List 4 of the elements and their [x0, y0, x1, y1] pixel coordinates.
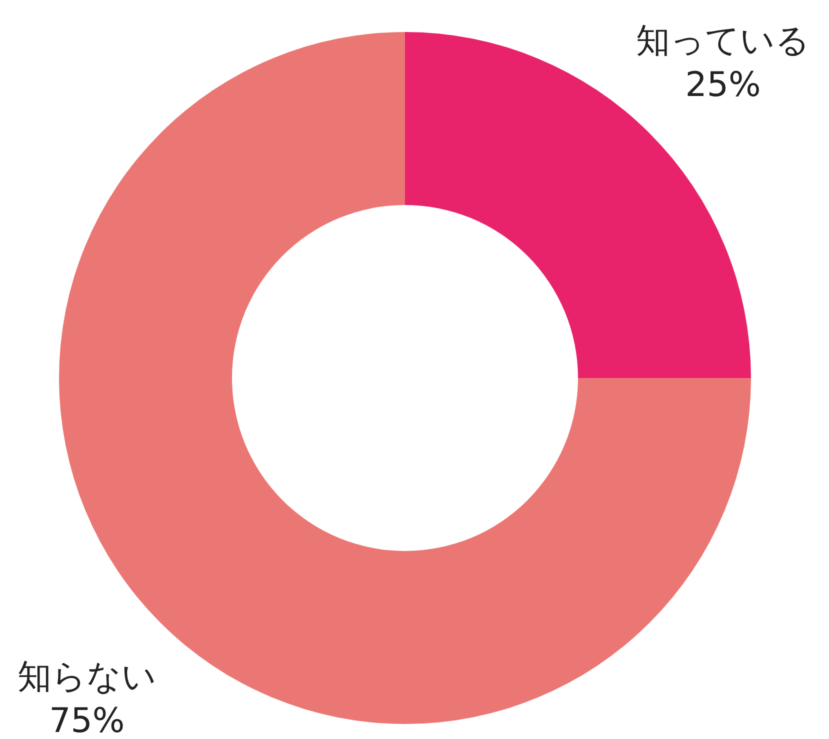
- slice-label: 知らない: [17, 657, 156, 698]
- data-label: 25%: [685, 64, 761, 105]
- slice-label: 知っている: [636, 20, 810, 61]
- data-label: 75%: [49, 701, 125, 739]
